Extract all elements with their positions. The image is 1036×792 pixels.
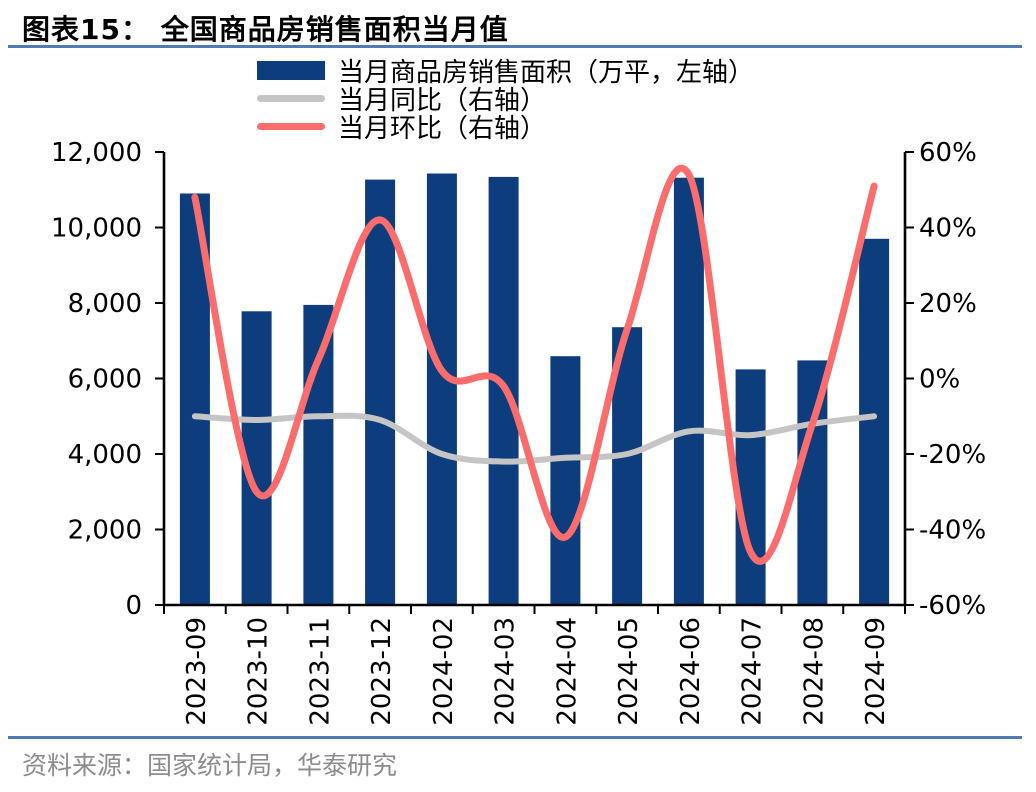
title-divider — [8, 45, 1022, 48]
axis-tick-label: 2024-05 — [614, 617, 644, 726]
bar-2024-04 — [550, 356, 581, 605]
axis-tick-label: 10,000 — [51, 214, 142, 244]
legend-bar-swatch — [257, 60, 325, 80]
legend-label-sales-area: 当月商品房销售面积（万平，左轴） — [338, 57, 755, 88]
axis-tick-label: 2023-11 — [305, 617, 335, 726]
axis-tick-label: 2024-04 — [552, 617, 582, 726]
axis-tick-label: 2023-12 — [367, 617, 397, 726]
axes-frame — [162, 152, 907, 607]
figure-title: 图表15： 全国商品房销售面积当月值 — [22, 13, 509, 46]
axis-tick-label: -20% — [919, 440, 986, 470]
legend-mom-line-swatch — [257, 122, 325, 130]
mom-line — [191, 164, 878, 565]
axis-tick-label: 40% — [919, 214, 977, 244]
source-note: 资料来源：国家统计局，华泰研究 — [22, 751, 398, 780]
axis-tick-label: -60% — [919, 591, 986, 621]
bar-2024-02 — [426, 173, 457, 605]
axis-tick-label: 0% — [919, 365, 960, 395]
bar-2023-12 — [365, 179, 396, 605]
axis-tick-label: 2024-03 — [491, 617, 521, 726]
axis-tick-label: 2023-09 — [182, 617, 212, 726]
axis-tick-label: 20% — [919, 289, 977, 319]
axis-tick-label: 2024-06 — [676, 617, 706, 726]
axis-tick-label: 2024-09 — [861, 617, 891, 726]
bar-2024-06 — [673, 177, 704, 605]
axis-tick-label: 6,000 — [68, 365, 142, 395]
axis-tick-label: 2023-10 — [244, 617, 274, 726]
legend-item-mom: 当月环比（右轴） — [257, 112, 754, 144]
chart-legend: 当月商品房销售面积（万平，左轴） 当月同比（右轴） 当月环比（右轴） — [257, 56, 754, 144]
axis-tick-label: 60% — [919, 138, 977, 168]
legend-item-yoy: 当月同比（右轴） — [257, 84, 754, 116]
axis-tick-label: 2024-02 — [429, 617, 459, 726]
axis-tick-label: 2,000 — [68, 516, 142, 546]
legend-yoy-line-swatch — [257, 94, 325, 102]
axis-tick-label: 4,000 — [68, 440, 142, 470]
axis-tick-label: 0 — [125, 591, 142, 621]
axis-tick-label: 2024-07 — [738, 617, 768, 726]
yoy-line — [191, 412, 878, 465]
axis-tick-label: 12,000 — [51, 138, 142, 168]
axis-tick-label: 8,000 — [68, 289, 142, 319]
axis-tick-label: -40% — [919, 516, 986, 546]
axis-tick-label: 2024-08 — [799, 617, 829, 726]
footer-divider — [8, 736, 1022, 739]
legend-label-mom: 当月环比（右轴） — [338, 113, 547, 144]
legend-item-sales-area: 当月商品房销售面积（万平，左轴） — [257, 56, 754, 88]
legend-label-yoy: 当月同比（右轴） — [338, 85, 547, 116]
bar-2024-09 — [859, 238, 890, 606]
bar-2024-07 — [735, 369, 766, 605]
bar-2023-11 — [303, 304, 334, 605]
